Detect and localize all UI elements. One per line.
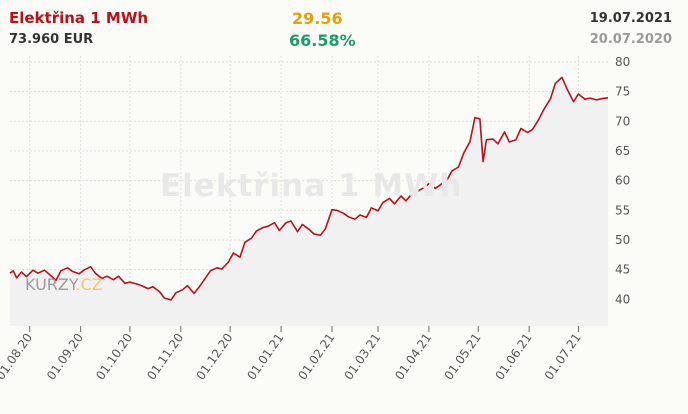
x-tick-label: 01.12.20 [193,331,235,383]
date-previous: 20.07.2020 [589,32,672,47]
y-tick-label: 65 [615,144,630,158]
instrument-title: Elektřina 1 MWh [9,9,149,27]
x-tick-label: 01.05.21 [442,331,484,383]
x-tick-label: 01.06.21 [492,331,534,383]
logo-part2: .CZ [75,275,103,294]
date-current: 19.07.2021 [589,11,672,26]
watermark: Elektřina 1 MWh [160,168,463,204]
logo-part1: KURZY [25,275,76,294]
y-tick-label: 50 [615,233,630,247]
x-tick-label: 01.04.21 [392,331,434,383]
y-tick-label: 55 [615,203,630,217]
x-tick-label: 01.11.20 [144,331,186,383]
series-area [10,77,608,327]
x-tick-label: 01.03.21 [341,331,383,383]
x-axis: 01.08.20 01.09.20 01.10.20 01.11.20 01.12.20… [0,326,584,382]
x-tick-label: 01.08.20 [0,331,35,383]
x-tick-label: 01.07.21 [542,331,584,383]
x-tick-label: 01.09.20 [44,331,86,383]
y-tick-label: 40 [615,292,630,306]
y-tick-label: 80 [615,55,630,69]
x-tick-label: 01.02.21 [295,331,337,383]
change-absolute: 29.56 [292,9,343,28]
x-tick-label: 01.10.20 [93,331,135,383]
y-axis: 40 45 50 55 60 65 70 75 80 [615,55,630,306]
y-tick-label: 45 [615,263,630,277]
current-price: 73.960 EUR [9,32,94,47]
y-tick-label: 70 [615,114,630,128]
y-tick-label: 75 [615,85,630,99]
x-tick-label: 01.01.21 [244,331,286,383]
y-tick-label: 60 [615,174,630,188]
change-percent: 66.58% [289,31,356,50]
kurzy-logo: KURZY.CZ [25,275,103,294]
series-line [9,76,609,301]
